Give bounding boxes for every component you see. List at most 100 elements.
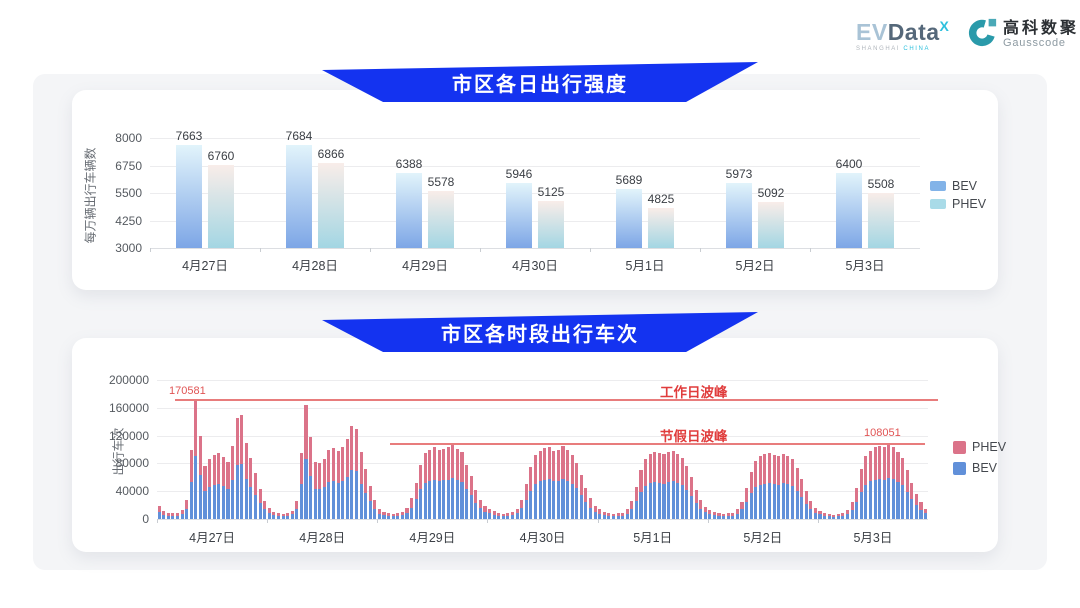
bar-phev bbox=[758, 201, 784, 248]
hour-bar bbox=[726, 513, 730, 519]
hour-bar bbox=[345, 439, 349, 519]
bev-segment bbox=[428, 480, 432, 519]
hour-bar bbox=[676, 453, 680, 519]
hour-bar bbox=[331, 448, 336, 519]
hour-bar bbox=[235, 417, 239, 519]
bev-segment bbox=[263, 509, 267, 519]
hour-bar bbox=[414, 482, 418, 519]
phev-segment bbox=[171, 513, 175, 516]
legend-item-phev-stack[interactable]: PHEV bbox=[953, 440, 1006, 454]
bar-value-label: 5946 bbox=[505, 167, 533, 182]
bar-bev bbox=[726, 182, 752, 248]
legend-item-bev-stack[interactable]: BEV bbox=[953, 461, 1006, 475]
bev-segment bbox=[712, 515, 716, 519]
bev-segment bbox=[882, 479, 886, 519]
phev-segment bbox=[570, 455, 574, 484]
chart1-legend: BEV PHEV bbox=[930, 179, 986, 211]
workday-peak-label: 工作日波峰 bbox=[660, 385, 728, 400]
hour-bar bbox=[175, 512, 180, 519]
bev-segment bbox=[763, 483, 767, 519]
hour-bar bbox=[299, 452, 303, 519]
phev-segment bbox=[478, 499, 482, 509]
hour-bar bbox=[221, 457, 225, 519]
bev-segment bbox=[749, 492, 753, 519]
bev-segment bbox=[423, 482, 427, 519]
hour-bar bbox=[579, 474, 583, 519]
phev-segment bbox=[634, 487, 638, 502]
bev-segment bbox=[588, 507, 593, 519]
bev-segment bbox=[657, 482, 661, 519]
bev-segment bbox=[809, 508, 813, 519]
hour-bar bbox=[309, 436, 313, 519]
phev-segment bbox=[859, 468, 863, 492]
legend-bev-stack-label: BEV bbox=[972, 461, 998, 475]
bev-segment bbox=[313, 488, 317, 519]
legend-item-bev[interactable]: BEV bbox=[930, 179, 986, 193]
bar-bev bbox=[836, 173, 862, 248]
bev-segment bbox=[322, 487, 326, 519]
bev-segment bbox=[689, 496, 694, 519]
bev-segment bbox=[368, 501, 372, 519]
x-tick-label: 4月27日 bbox=[182, 259, 228, 273]
legend-item-phev[interactable]: PHEV bbox=[930, 197, 986, 211]
phev-segment bbox=[882, 447, 886, 480]
bev-segment bbox=[547, 479, 551, 519]
bar-phev bbox=[318, 162, 344, 248]
gridline bbox=[150, 193, 920, 194]
bar-value-label: 5125 bbox=[537, 185, 565, 200]
bev-segment bbox=[189, 482, 193, 519]
gridline bbox=[157, 435, 928, 437]
hour-bar bbox=[887, 443, 891, 519]
phev-segment bbox=[685, 466, 689, 490]
bev-segment bbox=[561, 478, 565, 519]
phev-segment bbox=[722, 514, 726, 517]
hour-bar bbox=[786, 455, 790, 519]
phev-segment bbox=[887, 443, 891, 478]
hour-bar bbox=[648, 453, 652, 519]
hour-bar bbox=[258, 489, 262, 519]
bev-segment bbox=[924, 513, 928, 519]
hour-bar bbox=[556, 449, 560, 520]
daily-intensity-banner: 市区各日出行强度 bbox=[322, 62, 758, 102]
bev-segment bbox=[414, 499, 418, 519]
bev-segment bbox=[235, 465, 239, 519]
phev-segment bbox=[745, 488, 749, 503]
bar-phev bbox=[208, 165, 234, 248]
bev-segment bbox=[832, 516, 836, 519]
phev-segment bbox=[304, 405, 308, 459]
bar-phev bbox=[538, 201, 564, 248]
hour-bar bbox=[914, 493, 918, 519]
chart2-y-axis-title: 出行车次 bbox=[111, 427, 126, 476]
bar-value-label: 5092 bbox=[757, 185, 785, 200]
hour-bar bbox=[295, 500, 299, 519]
hour-bar bbox=[896, 451, 900, 519]
phev-segment bbox=[309, 436, 313, 476]
phev-segment bbox=[827, 514, 831, 517]
x-tick-label: 4月29日 bbox=[409, 531, 456, 545]
hour-bar bbox=[185, 499, 189, 519]
x-day-tick bbox=[150, 248, 151, 252]
bev-segment bbox=[667, 482, 671, 519]
hour-bar bbox=[327, 449, 331, 520]
bev-segment bbox=[648, 483, 652, 519]
hourly-trips-chart: 0 40000 80000 120000 160000 200000 4月27日 4月28日 4… bbox=[109, 373, 928, 545]
phev-segment bbox=[836, 514, 840, 517]
bev-segment bbox=[309, 475, 313, 519]
hour-bar bbox=[198, 436, 202, 519]
bev-segment bbox=[896, 481, 900, 519]
phev-segment bbox=[299, 452, 303, 484]
bev-segment bbox=[735, 513, 739, 519]
hour-bar bbox=[630, 500, 634, 519]
bev-segment bbox=[864, 484, 868, 519]
bev-segment bbox=[212, 484, 216, 519]
phev-segment bbox=[492, 511, 496, 515]
bev-segment bbox=[634, 501, 638, 519]
bev-segment bbox=[515, 513, 519, 519]
bev-segment bbox=[740, 509, 744, 519]
bev-segment bbox=[786, 484, 790, 519]
phev-segment bbox=[524, 484, 528, 500]
bev-segment bbox=[432, 479, 437, 519]
phev-segment bbox=[813, 507, 817, 513]
phev-segment bbox=[616, 513, 620, 516]
bev-segment bbox=[244, 478, 248, 519]
